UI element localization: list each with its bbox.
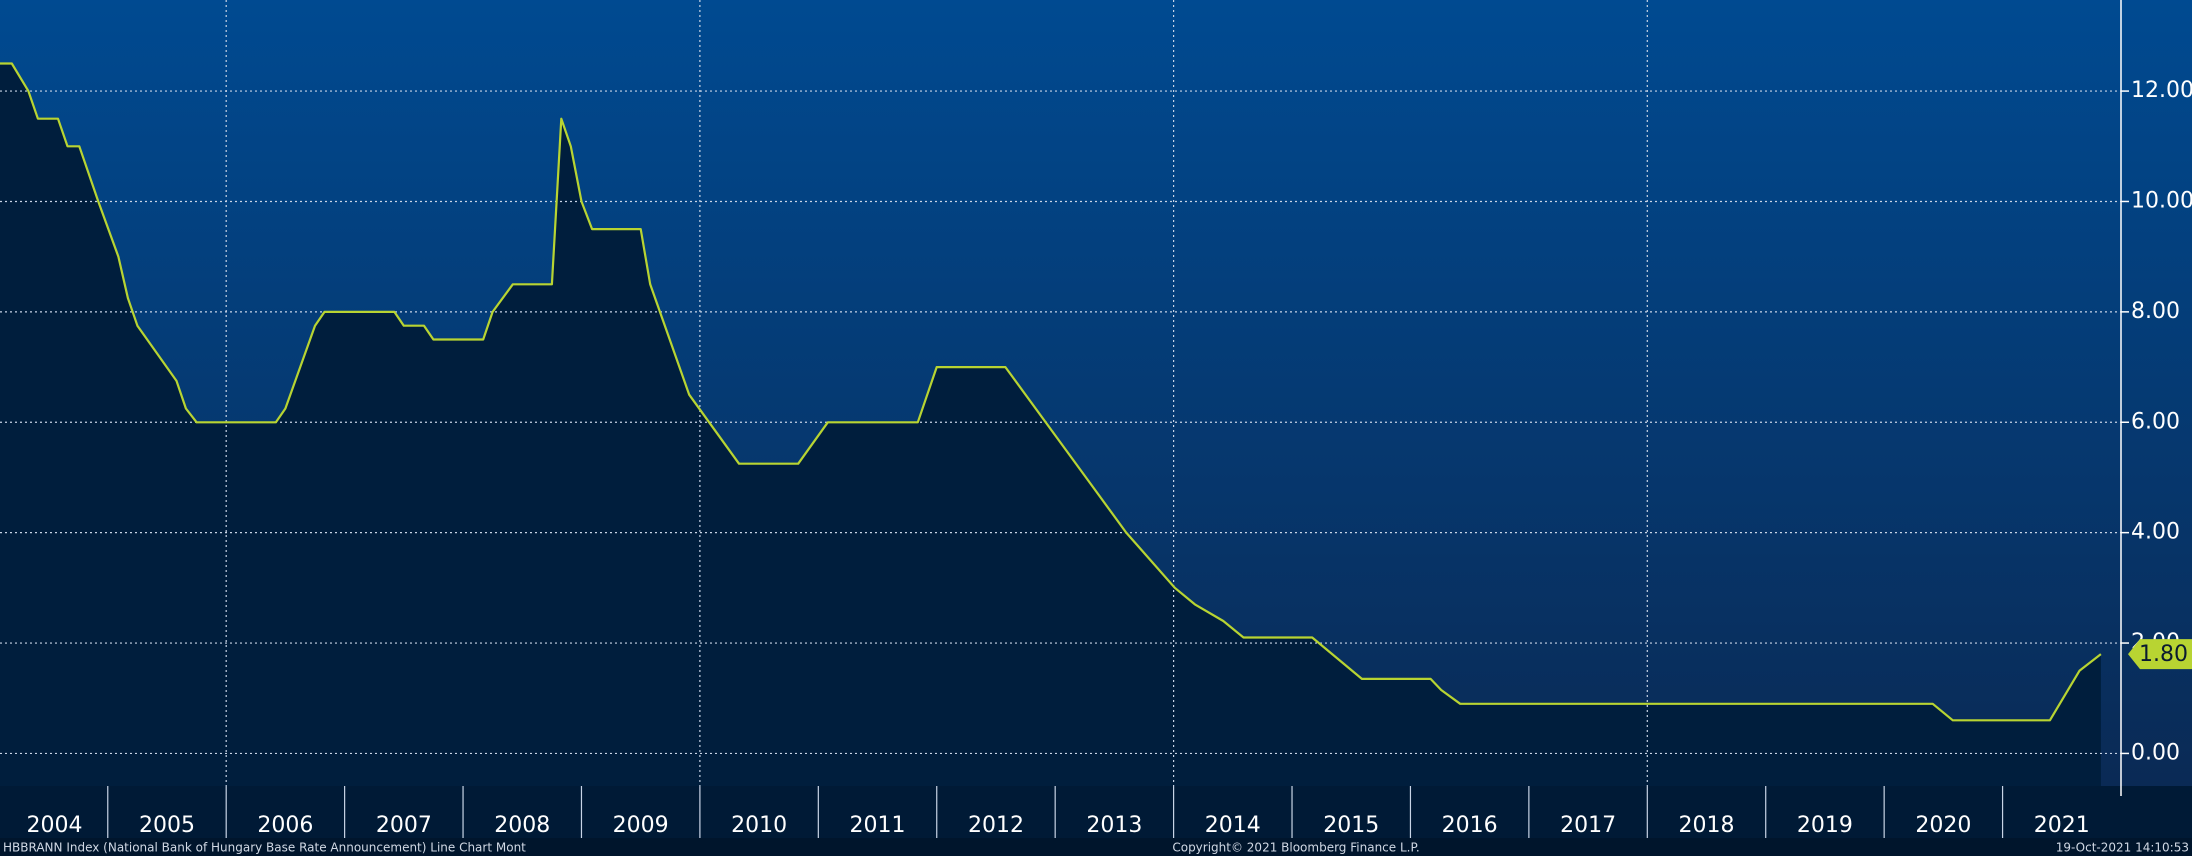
x-tick-label: 2004 [27,813,83,838]
x-tick-label: 2012 [968,813,1024,838]
x-tick-label: 2015 [1323,813,1379,838]
y-tick-label: 4.00 [2131,520,2180,545]
footer-center: Copyright© 2021 Bloomberg Finance L.P. [1172,841,1419,855]
x-tick-label: 2020 [1915,813,1971,838]
x-tick-label: 2008 [494,813,550,838]
x-tick-label: 2011 [850,813,906,838]
last-value-tag [2128,639,2192,670]
x-tick-label: 2014 [1205,813,1261,838]
y-tick-label: 8.00 [2131,299,2180,324]
y-tick-label: 12.00 [2131,78,2192,103]
area [0,63,2101,786]
x-tick-label: 2017 [1560,813,1616,838]
x-tick-label: 2013 [1086,813,1142,838]
x-tick-label: 2016 [1442,813,1498,838]
x-tick-label: 2005 [139,813,195,838]
footer-right: 19-Oct-2021 14:10:53 [2056,841,2189,855]
footer-left: HBBRANN Index (National Bank of Hungary … [3,841,526,855]
x-tick-label: 2009 [613,813,669,838]
last-value-label: 1.80 [2139,642,2188,667]
x-tick-label: 2019 [1797,813,1853,838]
x-tick-label: 2007 [376,813,432,838]
x-tick-label: 2010 [731,813,787,838]
y-tick-label: 10.00 [2131,188,2192,213]
y-tick-label: 0.00 [2131,740,2180,765]
x-tick-label: 2006 [257,813,313,838]
x-tick-label: 2021 [2034,813,2090,838]
x-tick-label: 2018 [1679,813,1735,838]
footer-band [0,838,2192,856]
line [0,62,2102,722]
x-axis-band [0,786,2192,838]
y-tick-label: 6.00 [2131,409,2180,434]
